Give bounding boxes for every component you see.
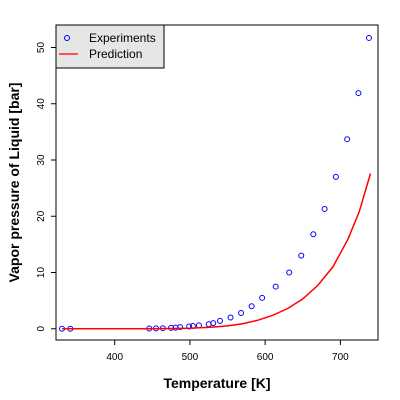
- x-axis: 400 500 600 700: [106, 340, 349, 363]
- series-layer: [59, 34, 372, 332]
- experiment-point: [286, 269, 293, 276]
- legend-box: [55, 24, 165, 69]
- experiment-point: [344, 136, 351, 143]
- experiment-point: [355, 90, 362, 97]
- x-tick-label: 600: [257, 352, 274, 363]
- experiment-point: [177, 324, 184, 331]
- experiment-point: [332, 173, 339, 180]
- y-tick-label: 20: [36, 210, 47, 222]
- x-tick-label: 500: [182, 352, 199, 363]
- legend-marker-experiments: [64, 35, 70, 41]
- x-axis-title: Temperature [K]: [163, 375, 270, 391]
- experiment-point: [321, 205, 328, 212]
- x-tick-label: 400: [106, 352, 123, 363]
- y-tick-label: 0: [36, 326, 47, 332]
- experiment-point: [210, 320, 217, 327]
- experiment-point: [298, 252, 305, 259]
- experiment-point: [259, 294, 266, 301]
- experiment-point: [310, 231, 317, 238]
- experiment-point: [217, 317, 224, 324]
- legend: Experiments Prediction: [55, 24, 165, 69]
- y-tick-label: 30: [36, 154, 47, 166]
- experiment-point: [272, 283, 279, 290]
- experiment-point: [238, 310, 245, 316]
- y-axis: 0 10 20 30 40 50: [36, 42, 56, 332]
- experiment-point: [248, 303, 255, 310]
- x-tick-label: 700: [332, 352, 349, 363]
- experiment-point: [365, 34, 372, 41]
- experiment-point: [186, 323, 193, 330]
- y-tick-label: 40: [36, 98, 47, 110]
- prediction-line: [62, 173, 372, 330]
- experiment-point: [227, 314, 234, 321]
- y-tick-label: 50: [36, 42, 47, 54]
- plot-frame: [55, 24, 379, 341]
- y-tick-label: 10: [36, 267, 47, 279]
- legend-label-prediction: Prediction: [89, 47, 142, 61]
- legend-label-experiments: Experiments: [89, 31, 156, 45]
- y-axis-title: Vapor pressure of Liquid [bar]: [6, 83, 22, 283]
